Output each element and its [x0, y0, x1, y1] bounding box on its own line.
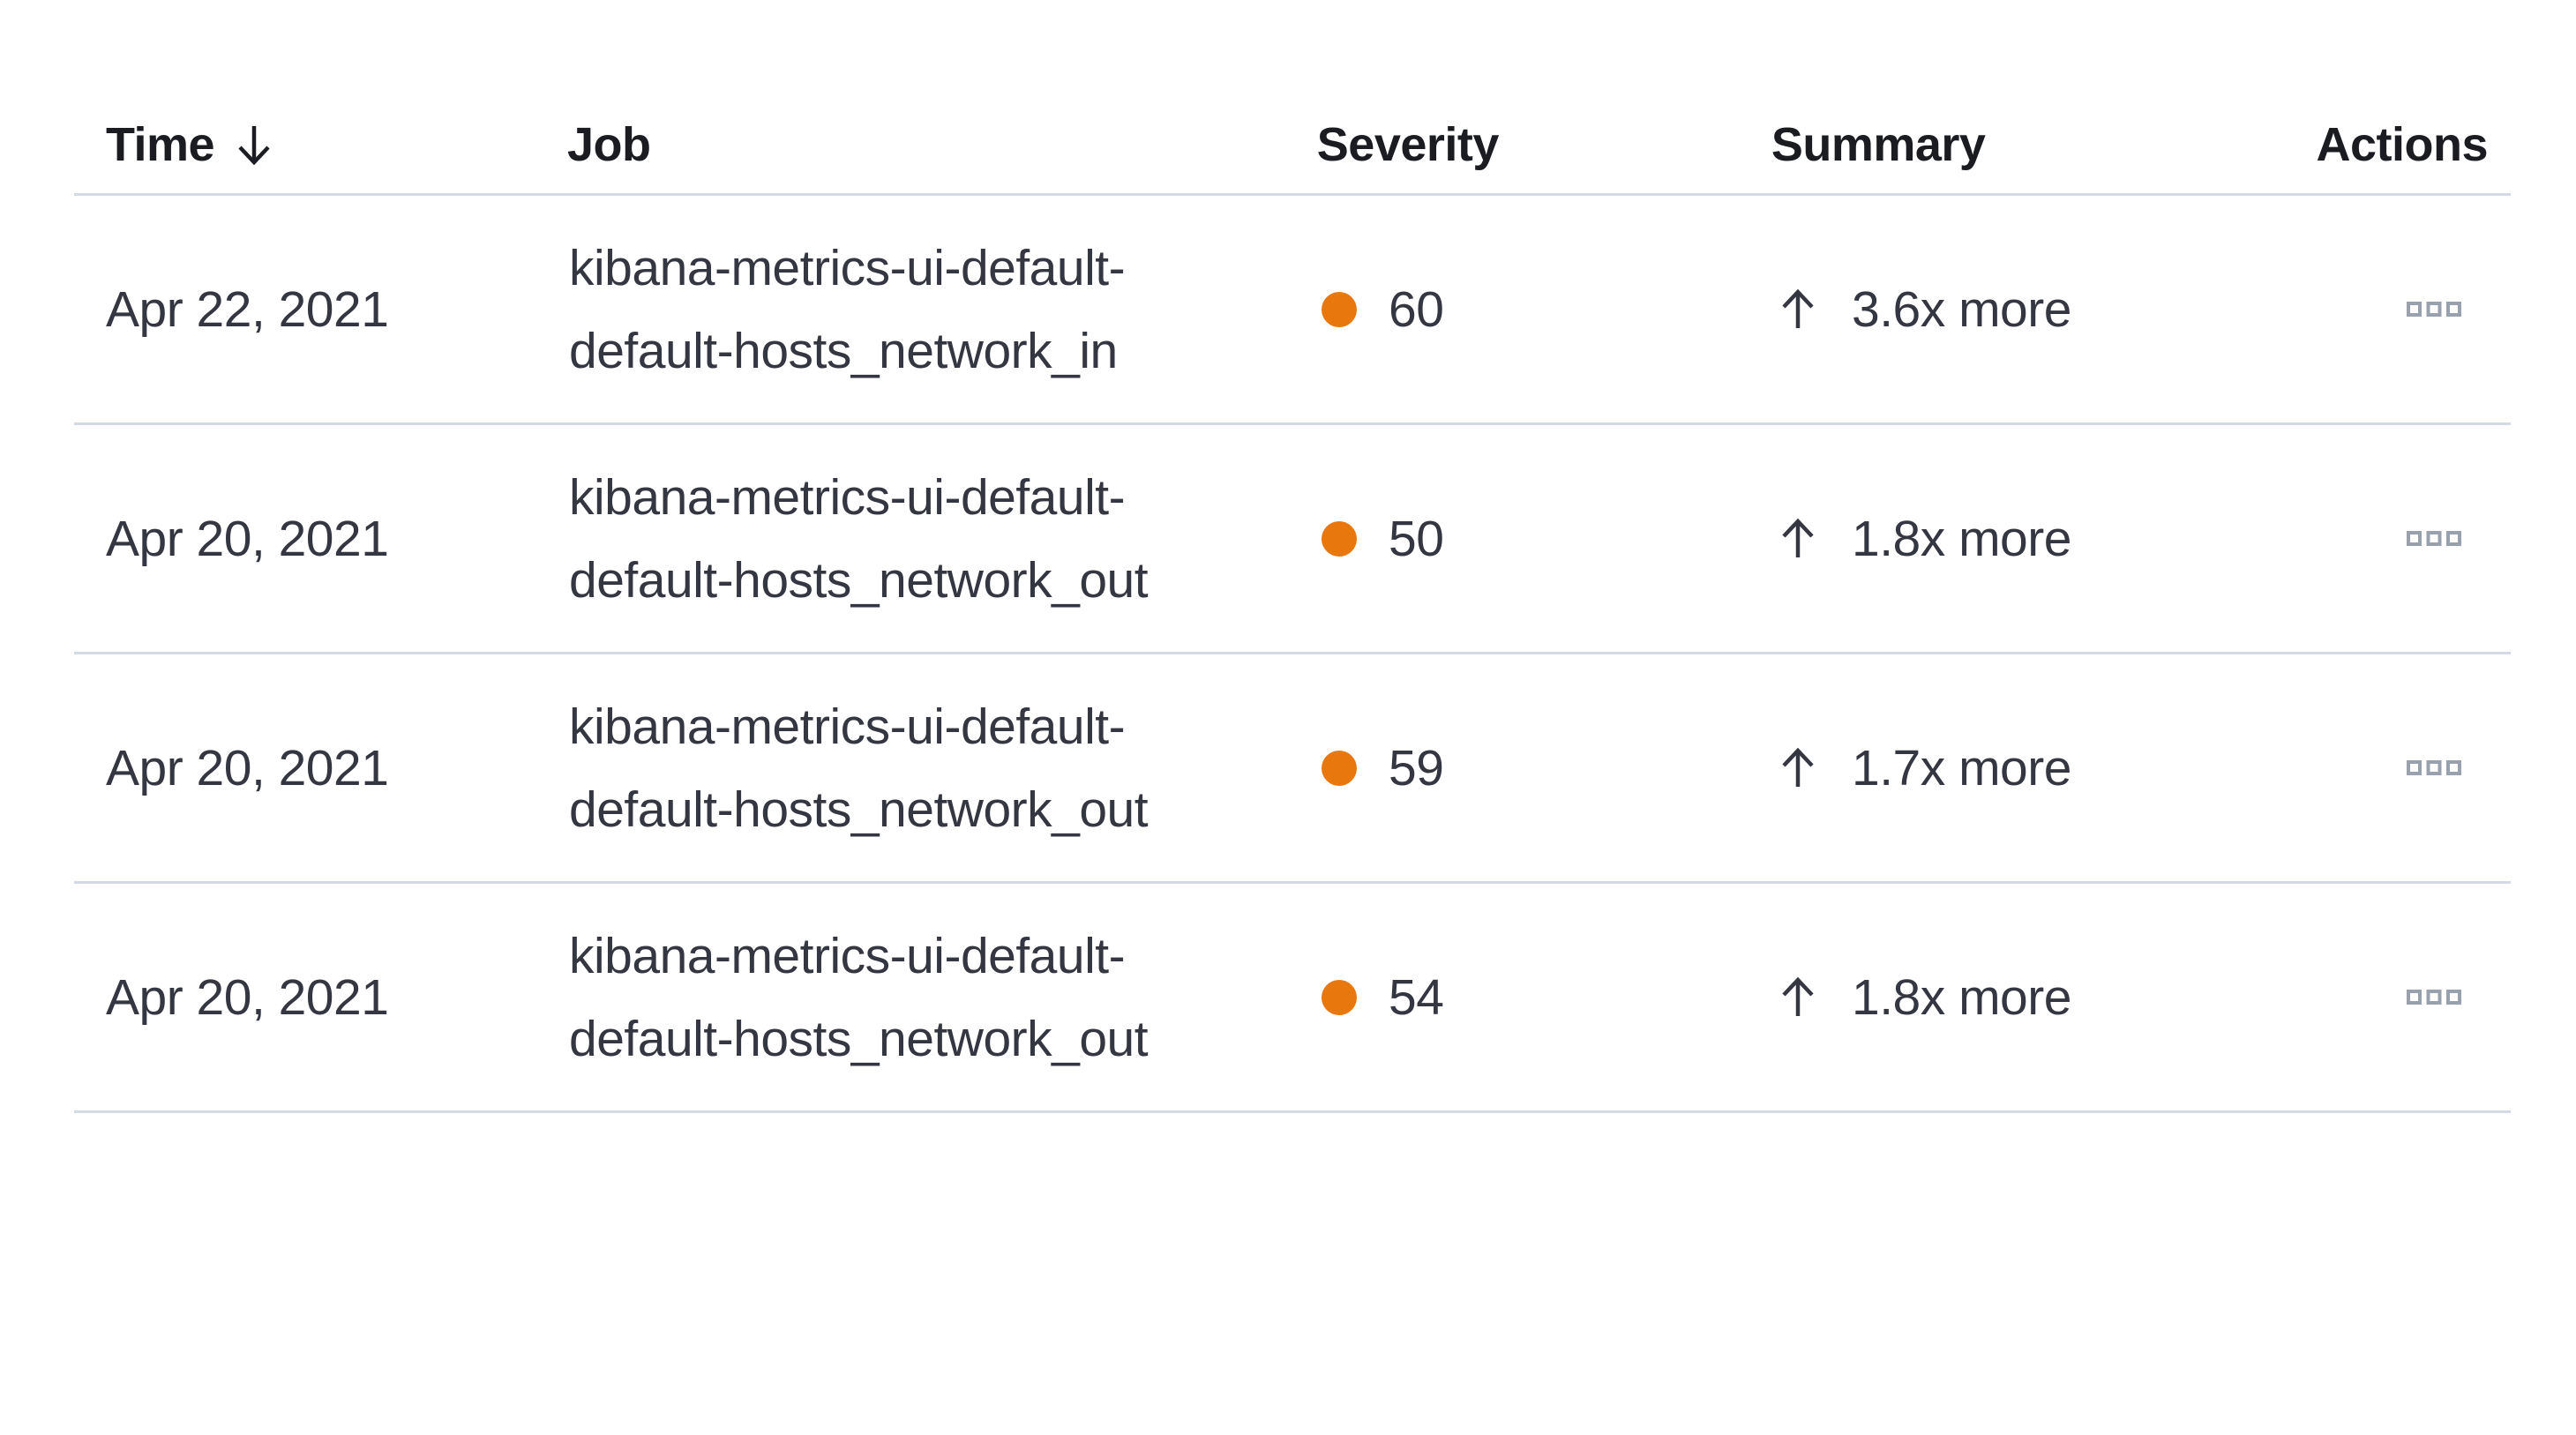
boxes-horizontal-icon [2407, 760, 2461, 775]
column-header-job: Job [567, 118, 651, 171]
boxes-horizontal-icon [2407, 990, 2461, 1005]
arrow-up-icon [1782, 747, 1814, 787]
table-header-row: Time Job Severity Summary Actions [74, 0, 2511, 196]
table-row: Apr 22, 2021 kibana-metrics-ui-default- … [74, 196, 2511, 425]
row-actions-button[interactable] [2407, 990, 2461, 1005]
arrow-up-icon [1782, 288, 1814, 328]
severity-dot-icon [1322, 291, 1357, 327]
row-actions-button[interactable] [2407, 302, 2461, 317]
severity-score: 50 [1389, 510, 1444, 567]
time-cell: Apr 20, 2021 [106, 739, 389, 796]
boxes-horizontal-icon [2407, 302, 2461, 317]
severity-cell: 50 [1322, 510, 1778, 568]
severity-score: 59 [1389, 739, 1444, 796]
arrow-up-icon [1782, 518, 1814, 557]
summary-cell: 1.7x more [1778, 739, 2325, 797]
anomalies-table: Time Job Severity Summary Actions Apr 22… [74, 0, 2511, 1113]
job-name-line: default-hosts_network_out [569, 781, 1149, 838]
job-cell: kibana-metrics-ui-default- default-hosts… [569, 685, 1322, 851]
job-name-line: default-hosts_network_out [569, 1010, 1149, 1067]
time-cell: Apr 22, 2021 [106, 280, 389, 338]
summary-text: 1.7x more [1852, 739, 2071, 796]
summary-text: 1.8x more [1852, 510, 2071, 567]
severity-score: 60 [1389, 280, 1444, 338]
job-cell: kibana-metrics-ui-default- default-hosts… [569, 456, 1322, 622]
severity-cell: 59 [1322, 739, 1778, 797]
boxes-horizontal-icon [2407, 531, 2461, 546]
time-cell: Apr 20, 2021 [106, 968, 389, 1026]
severity-cell: 54 [1322, 968, 1778, 1027]
summary-text: 3.6x more [1852, 280, 2071, 338]
table-row: Apr 20, 2021 kibana-metrics-ui-default- … [74, 884, 2511, 1113]
summary-text: 1.8x more [1852, 968, 2071, 1026]
job-name-line: kibana-metrics-ui-default- [569, 239, 1126, 296]
sort-descending-icon [238, 126, 270, 166]
time-cell: Apr 20, 2021 [106, 510, 389, 567]
column-header-actions: Actions [2316, 118, 2489, 171]
severity-dot-icon [1322, 520, 1357, 557]
column-header-time[interactable]: Time [74, 117, 567, 172]
job-cell: kibana-metrics-ui-default- default-hosts… [569, 227, 1322, 392]
job-name-line: kibana-metrics-ui-default- [569, 698, 1126, 755]
column-header-summary: Summary [1771, 118, 1986, 171]
severity-score: 54 [1389, 968, 1444, 1026]
job-name-line: kibana-metrics-ui-default- [569, 468, 1126, 526]
job-name-line: kibana-metrics-ui-default- [569, 927, 1126, 984]
job-name-line: default-hosts_network_in [569, 322, 1118, 379]
table-row: Apr 20, 2021 kibana-metrics-ui-default- … [74, 654, 2511, 884]
table-row: Apr 20, 2021 kibana-metrics-ui-default- … [74, 425, 2511, 654]
column-header-severity: Severity [1316, 118, 1500, 171]
column-header-time-label: Time [106, 118, 215, 171]
job-name-line: default-hosts_network_out [569, 551, 1149, 609]
summary-cell: 1.8x more [1778, 510, 2325, 568]
severity-dot-icon [1322, 979, 1357, 1015]
row-actions-button[interactable] [2407, 531, 2461, 546]
row-actions-button[interactable] [2407, 760, 2461, 775]
job-cell: kibana-metrics-ui-default- default-hosts… [569, 915, 1322, 1080]
summary-cell: 3.6x more [1778, 280, 2325, 339]
severity-cell: 60 [1322, 280, 1778, 339]
severity-dot-icon [1322, 750, 1357, 786]
arrow-up-icon [1782, 976, 1814, 1016]
summary-cell: 1.8x more [1778, 968, 2325, 1027]
